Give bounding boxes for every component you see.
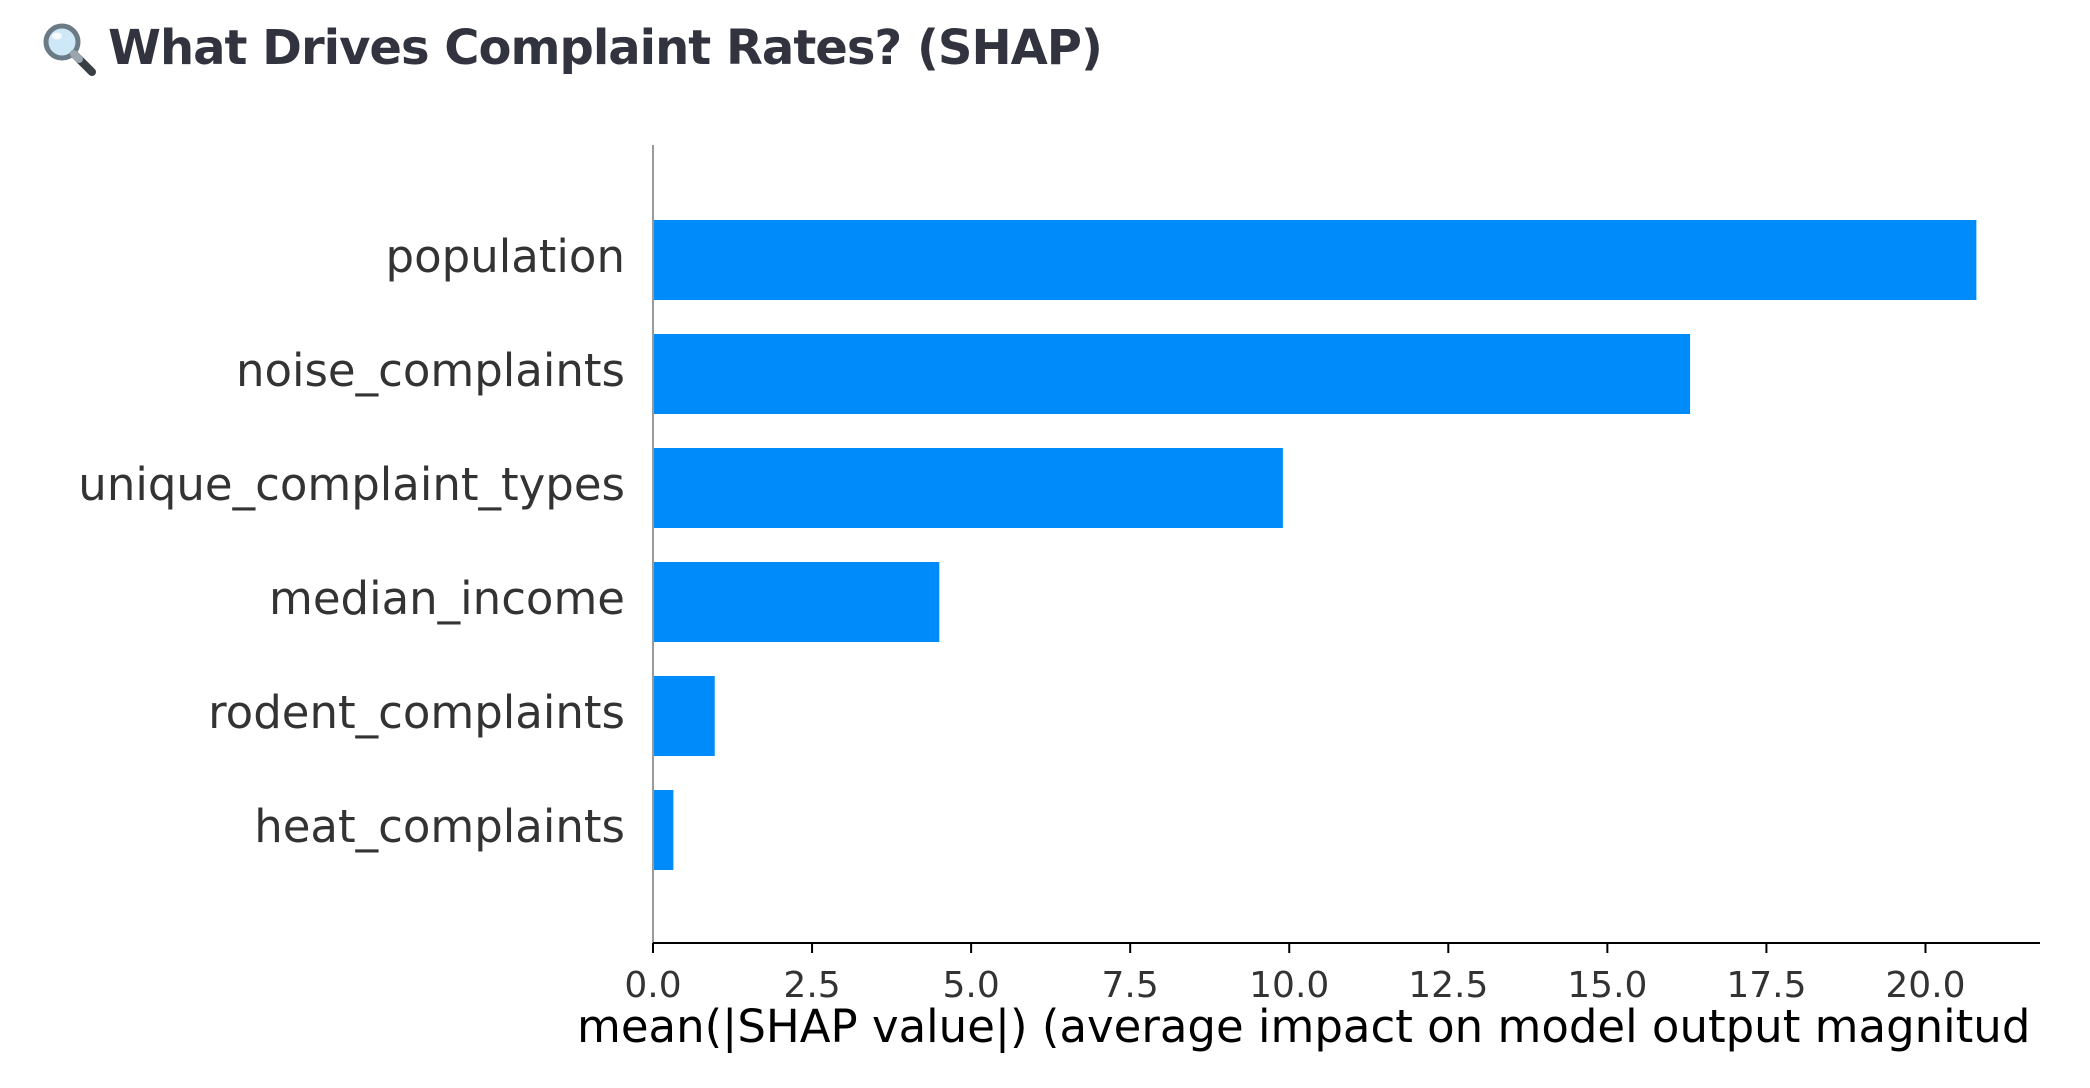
x-axis-label: mean(|SHAP value|) (average impact on mo…	[577, 1000, 2030, 1053]
y-tick-label: heat_complaints	[254, 800, 625, 853]
bar-unique-complaint-types	[653, 448, 1283, 528]
bars-group	[653, 220, 1977, 870]
x-tick-label: 17.5	[1726, 965, 1806, 1006]
bar-noise-complaints	[653, 334, 1691, 414]
y-tick-label: population	[386, 230, 625, 283]
y-tick-label: unique_complaint_types	[78, 458, 625, 511]
chart-header: What Drives Complaint Rates? (SHAP)	[38, 18, 1103, 78]
x-tick-label: 15.0	[1567, 965, 1647, 1006]
bar-rodent-complaints	[653, 676, 715, 756]
x-tick-label: 5.0	[942, 965, 999, 1006]
x-ticks-group: 0.0 2.5 5.0 7.5 10.0 12.5 15.0 17.5 20.0	[624, 943, 1966, 1006]
x-tick-label: 20.0	[1885, 965, 1965, 1006]
x-tick-label: 12.5	[1408, 965, 1488, 1006]
chart-svg: population noise_complaints unique_complai…	[78, 145, 2040, 1053]
x-tick-label: 10.0	[1249, 965, 1329, 1006]
page-title: What Drives Complaint Rates? (SHAP)	[108, 20, 1103, 76]
bar-median-income	[653, 562, 940, 642]
shap-bar-chart: population noise_complaints unique_complai…	[0, 120, 2090, 1088]
y-tick-label: rodent_complaints	[208, 686, 625, 739]
x-tick-label: 2.5	[783, 965, 840, 1006]
y-labels-group: population noise_complaints unique_complai…	[78, 230, 625, 853]
bar-population	[653, 220, 1977, 300]
bar-heat-complaints	[653, 790, 674, 870]
magnifying-glass-icon	[43, 23, 96, 76]
x-tick-label: 0.0	[624, 965, 681, 1006]
y-tick-label: median_income	[269, 572, 625, 625]
x-tick-label: 7.5	[1102, 965, 1159, 1006]
y-tick-label: noise_complaints	[236, 344, 625, 397]
